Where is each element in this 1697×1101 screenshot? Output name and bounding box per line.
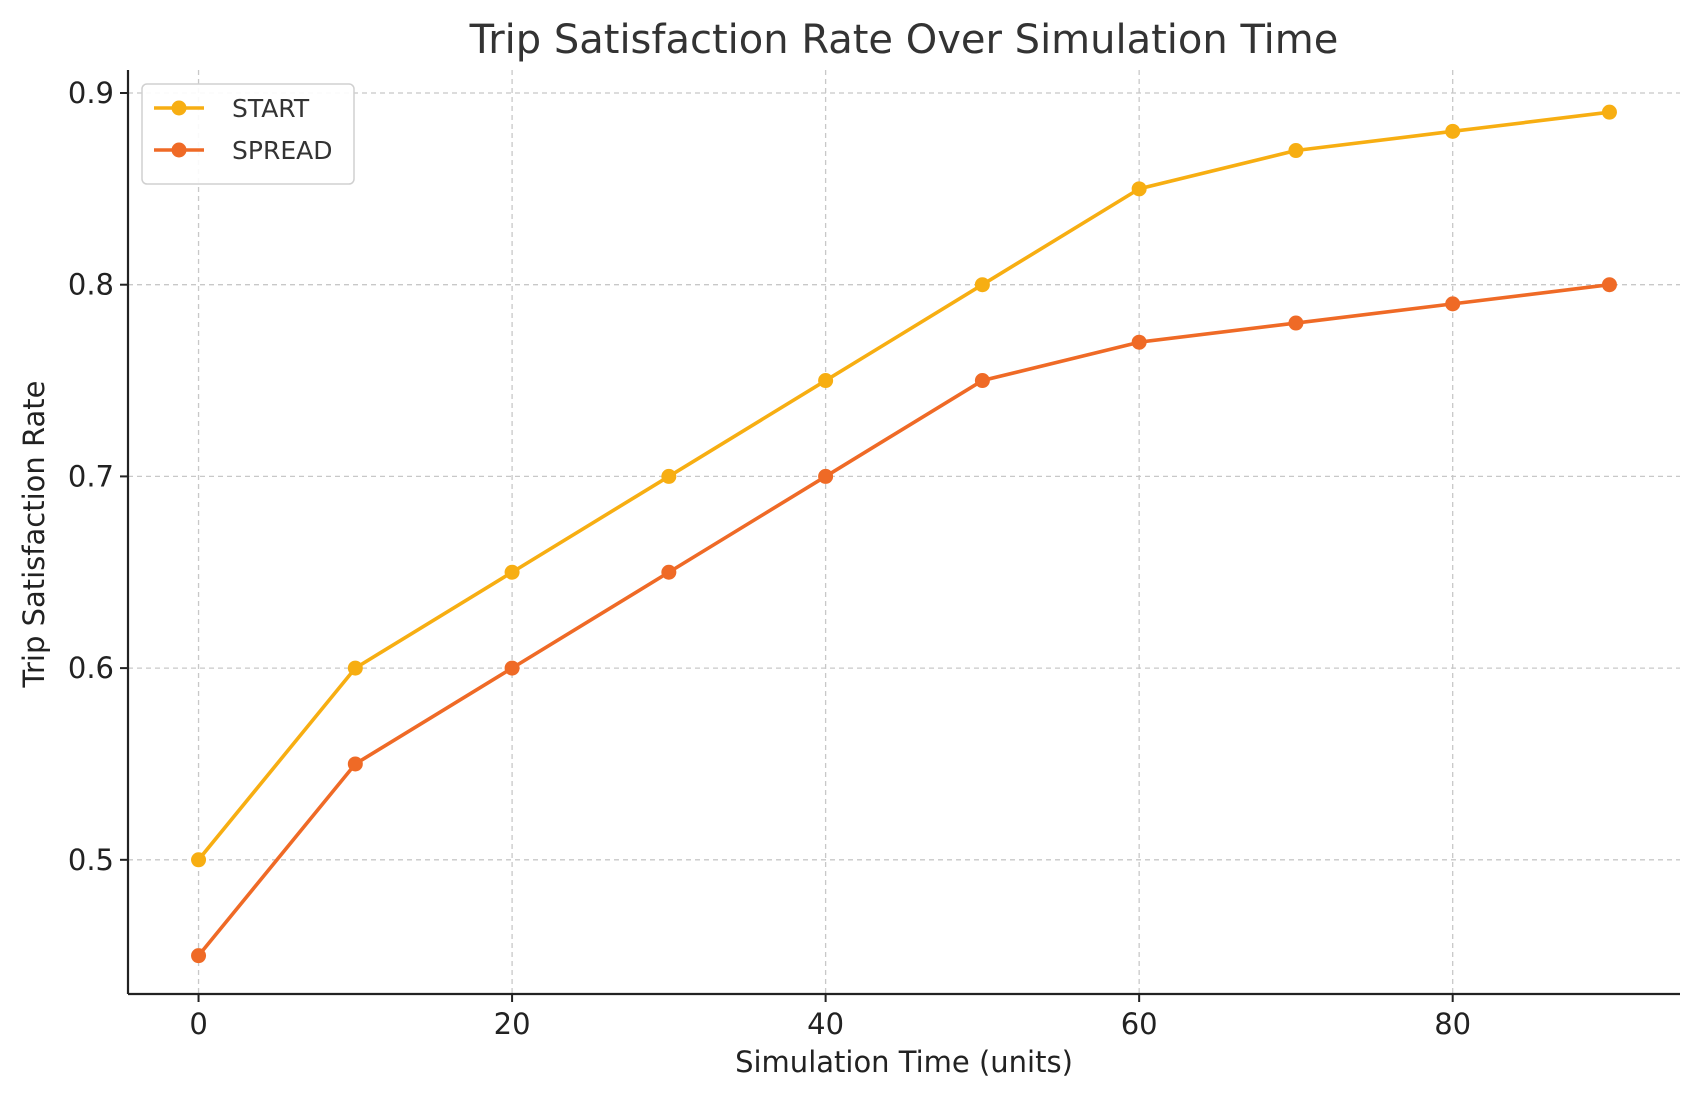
data-point-start	[1288, 143, 1304, 159]
data-point-spread	[347, 756, 363, 772]
legend: START SPREAD	[141, 83, 355, 185]
x-tick-label: 80	[1434, 1007, 1471, 1041]
x-tick-label: 0	[189, 1007, 207, 1041]
y-axis-label: Trip Satisfaction Rate	[17, 381, 51, 689]
data-point-spread	[661, 564, 677, 580]
data-point-spread	[818, 468, 834, 484]
axes	[120, 70, 1680, 1002]
data-point-spread	[1131, 334, 1147, 350]
data-point-spread	[974, 373, 990, 389]
series-line-spread	[197, 282, 1610, 957]
data-point-spread	[504, 660, 520, 676]
x-tick-label: 20	[494, 1007, 531, 1041]
x-tick-label: 40	[807, 1007, 844, 1041]
legend-item-start: START	[154, 94, 310, 123]
x-tick-label: 60	[1121, 1007, 1158, 1041]
plot-series	[191, 104, 1617, 964]
grid	[128, 70, 1680, 994]
y-tick-label: 0.8	[68, 268, 114, 302]
legend-marker-start	[171, 100, 187, 116]
data-point-spread	[1601, 277, 1617, 293]
y-tick-label: 0.6	[68, 651, 114, 685]
data-point-spread	[1288, 315, 1304, 331]
legend-label-spread: SPREAD	[232, 136, 332, 165]
data-point-start	[1601, 104, 1617, 120]
data-point-start	[1445, 123, 1461, 139]
data-point-start	[1131, 181, 1147, 197]
tick-labels: 0 20 40 60 80 0.5 0.6 0.7 0.8 0.9	[68, 76, 1471, 1041]
data-point-start	[347, 660, 363, 676]
legend-label-start: START	[232, 94, 310, 123]
data-point-start	[504, 564, 520, 580]
legend-item-spread: SPREAD	[154, 136, 332, 165]
data-point-spread	[1445, 296, 1461, 312]
legend-marker-spread	[171, 142, 187, 158]
series-line-start	[197, 110, 1610, 861]
chart-title: Trip Satisfaction Rate Over Simulation T…	[469, 17, 1339, 63]
x-axis-label: Simulation Time (units)	[735, 1045, 1073, 1079]
data-point-start	[818, 373, 834, 389]
data-point-spread	[191, 948, 207, 964]
data-point-start	[974, 277, 990, 293]
y-tick-label: 0.5	[68, 843, 114, 877]
y-tick-label: 0.7	[68, 459, 114, 493]
y-tick-label: 0.9	[68, 76, 114, 110]
data-point-start	[191, 852, 207, 868]
data-point-start	[661, 468, 677, 484]
